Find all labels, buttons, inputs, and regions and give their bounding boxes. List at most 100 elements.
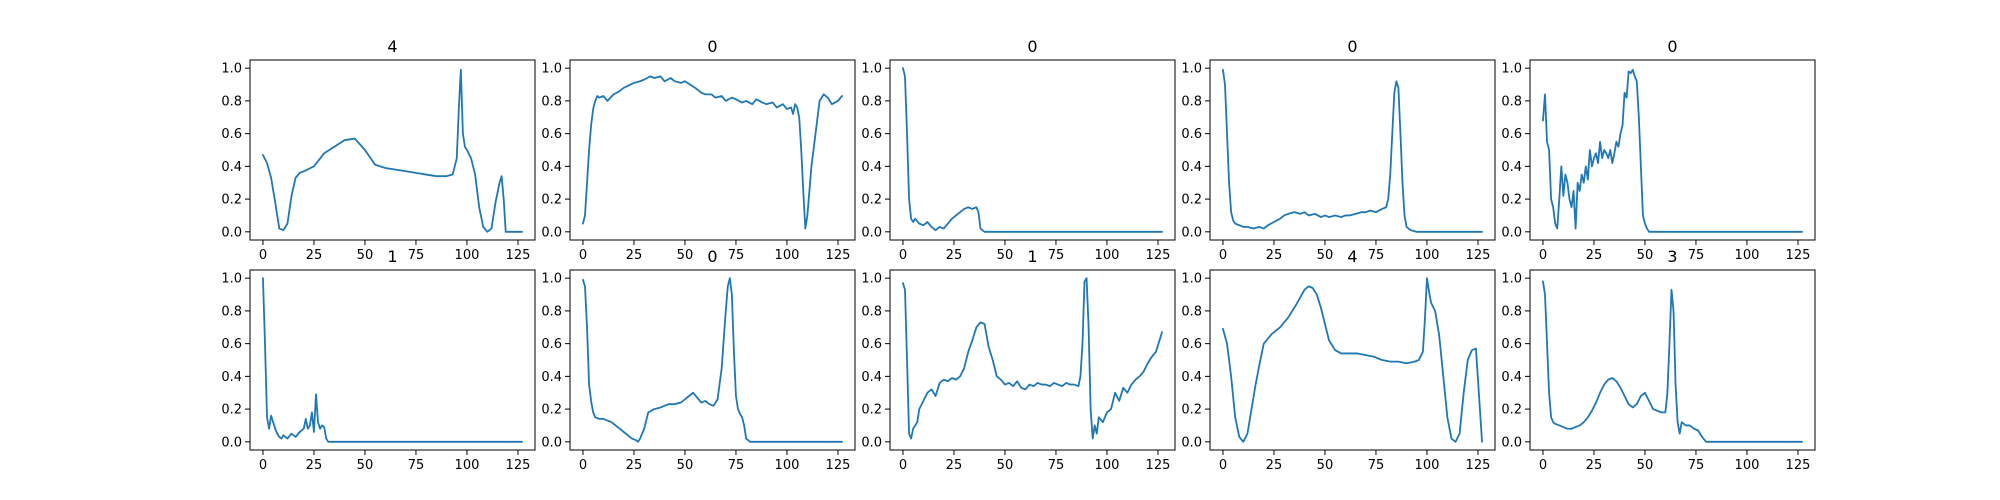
x-tick-label: 100 (455, 248, 480, 263)
x-tick-label: 25 (1586, 458, 1603, 473)
series-line (582, 75, 843, 230)
x-tick-label: 25 (946, 458, 963, 473)
x-tick-label: 25 (1266, 248, 1283, 263)
x-tick-label: 100 (1415, 458, 1440, 473)
x-tick-label: 25 (306, 248, 323, 263)
x-tick-label: 25 (306, 458, 323, 473)
x-tick-label: 50 (1637, 458, 1654, 473)
panel-title: 0 (1027, 37, 1037, 56)
y-tick-label: 0.6 (541, 127, 562, 142)
panel-title: 0 (707, 37, 717, 56)
x-tick-label: 100 (1735, 458, 1760, 473)
y-tick-label: 0.0 (861, 225, 882, 240)
panel-title: 1 (387, 247, 397, 266)
x-tick-label: 125 (1786, 458, 1811, 473)
axes-frame (569, 59, 856, 241)
x-tick-label: 0 (259, 248, 267, 263)
y-tick-label: 0.6 (861, 127, 882, 142)
y-tick-label: 0.4 (221, 370, 242, 385)
y-tick-label: 0.6 (861, 337, 882, 352)
x-tick-label: 25 (626, 458, 643, 473)
series-line (582, 277, 843, 443)
x-tick-label: 125 (1466, 458, 1491, 473)
y-tick-label: 1.0 (541, 62, 562, 77)
x-tick-label: 75 (728, 458, 745, 473)
x-tick-label: 0 (1219, 458, 1227, 473)
y-tick-label: 0.6 (1501, 337, 1522, 352)
x-tick-label: 75 (1368, 458, 1385, 473)
y-tick-label: 0.2 (861, 193, 882, 208)
y-tick-label: 0.2 (221, 193, 242, 208)
x-tick-label: 50 (677, 458, 694, 473)
y-tick-label: 0.0 (1501, 225, 1522, 240)
x-tick-label: 75 (1368, 248, 1385, 263)
x-tick-label: 0 (899, 248, 907, 263)
y-tick-label: 0.2 (861, 403, 882, 418)
y-tick-label: 0.6 (1501, 127, 1522, 142)
subplot-panel-8: 1 0 25 50 75 100 125 0.0 0.2 0.4 0.6 0.8 1.0 (861, 247, 1176, 473)
y-tick-label: 0.4 (541, 160, 562, 175)
y-tick-label: 0.8 (861, 304, 882, 319)
x-tick-label: 50 (1317, 458, 1334, 473)
y-tick-label: 1.0 (1501, 272, 1522, 287)
y-tick-label: 0.2 (541, 403, 562, 418)
y-tick-label: 1.0 (221, 62, 242, 77)
y-tick-label: 1.0 (541, 272, 562, 287)
subplot-panel-5: 0 0 25 50 75 100 125 0.0 0.2 0.4 0.6 0.8 1.0 (1501, 37, 1816, 263)
x-tick-label: 100 (455, 458, 480, 473)
x-tick-label: 50 (357, 248, 374, 263)
x-tick-label: 50 (997, 248, 1014, 263)
x-tick-label: 0 (259, 458, 267, 473)
series-line (262, 277, 523, 443)
panel-title: 1 (1027, 247, 1037, 266)
x-tick-label: 25 (1586, 248, 1603, 263)
x-tick-label: 100 (1735, 248, 1760, 263)
subplot-panel-4: 0 0 25 50 75 100 125 0.0 0.2 0.4 0.6 0.8 1.0 (1181, 37, 1496, 263)
y-tick-label: 1.0 (221, 272, 242, 287)
x-tick-label: 125 (1146, 458, 1171, 473)
panel-title: 4 (387, 37, 397, 56)
y-tick-label: 0.4 (1181, 370, 1202, 385)
x-tick-label: 125 (506, 248, 531, 263)
y-tick-label: 1.0 (1501, 62, 1522, 77)
subplot-panel-10: 3 0 25 50 75 100 125 0.0 0.2 0.4 0.6 0.8 1.0 (1501, 247, 1816, 473)
x-tick-label: 50 (677, 248, 694, 263)
x-tick-label: 125 (1786, 248, 1811, 263)
x-tick-label: 0 (579, 248, 587, 263)
subplot-panel-1: 4 0 25 50 75 100 125 0.0 0.2 0.4 0.6 0.8 1.0 (221, 37, 536, 263)
x-tick-label: 125 (826, 248, 851, 263)
axes-frame (569, 269, 856, 451)
y-tick-label: 0.6 (1181, 337, 1202, 352)
panel-title: 4 (1347, 247, 1357, 266)
y-tick-label: 0.8 (861, 94, 882, 109)
x-tick-label: 100 (1415, 248, 1440, 263)
series-line (902, 67, 1163, 233)
x-tick-label: 100 (775, 248, 800, 263)
y-tick-label: 0.0 (541, 225, 562, 240)
axes-frame (889, 269, 1176, 451)
y-tick-label: 0.0 (861, 435, 882, 450)
series-line (1222, 68, 1483, 233)
x-tick-label: 0 (899, 458, 907, 473)
y-tick-label: 0.4 (1501, 160, 1522, 175)
y-tick-label: 0.8 (221, 304, 242, 319)
y-tick-label: 0.6 (541, 337, 562, 352)
y-tick-label: 0.0 (221, 225, 242, 240)
x-tick-label: 25 (626, 248, 643, 263)
y-tick-label: 0.0 (221, 435, 242, 450)
x-tick-label: 0 (579, 458, 587, 473)
x-tick-label: 125 (506, 458, 531, 473)
x-tick-label: 0 (1219, 248, 1227, 263)
x-tick-label: 125 (1146, 248, 1171, 263)
x-tick-label: 75 (1048, 248, 1065, 263)
x-tick-label: 125 (826, 458, 851, 473)
y-tick-label: 0.2 (1501, 403, 1522, 418)
series-line (1542, 280, 1803, 443)
panel-title: 3 (1667, 247, 1677, 266)
y-tick-label: 0.4 (861, 160, 882, 175)
y-tick-label: 0.8 (1501, 304, 1522, 319)
y-tick-label: 0.4 (221, 160, 242, 175)
x-tick-label: 50 (1637, 248, 1654, 263)
subplot-panel-6: 1 0 25 50 75 100 125 0.0 0.2 0.4 0.6 0.8 1.0 (221, 247, 536, 473)
